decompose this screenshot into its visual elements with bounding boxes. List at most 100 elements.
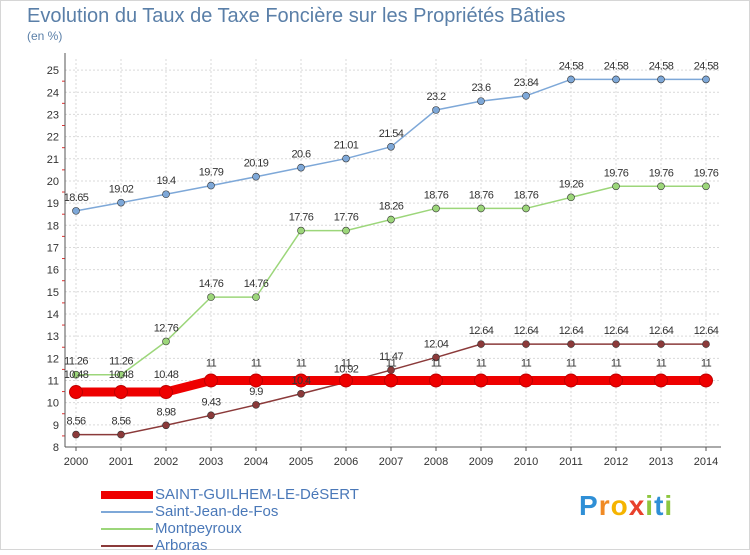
data-label: 21.54 xyxy=(379,128,404,140)
x-tick-label: 2014 xyxy=(694,456,718,468)
x-tick-label: 2013 xyxy=(649,456,673,468)
x-tick-label: 2003 xyxy=(199,456,223,468)
data-point xyxy=(477,97,485,105)
data-label: 20.19 xyxy=(244,158,269,170)
x-tick-label: 2005 xyxy=(289,456,313,468)
data-label: 24.58 xyxy=(694,60,719,72)
data-point xyxy=(252,172,260,181)
data-label: 12.64 xyxy=(559,325,584,337)
data-point xyxy=(522,92,530,100)
data-point xyxy=(612,75,620,84)
data-point xyxy=(72,207,80,215)
data-point xyxy=(342,154,350,163)
y-tick-label: 12 xyxy=(47,353,59,365)
logo-letter: o xyxy=(610,490,629,521)
data-point xyxy=(297,389,305,398)
data-point xyxy=(519,373,533,388)
y-tick-label: 8 xyxy=(53,442,59,454)
data-label: 14.76 xyxy=(199,278,224,290)
data-label: 12.64 xyxy=(604,325,629,337)
data-point xyxy=(702,182,710,191)
y-tick-label: 24 xyxy=(47,87,59,99)
data-point xyxy=(612,182,620,191)
data-point xyxy=(159,385,173,400)
data-point xyxy=(474,373,488,388)
y-tick-label: 13 xyxy=(47,331,59,343)
y-tick-label: 19 xyxy=(47,198,59,210)
data-point xyxy=(432,204,440,213)
data-label: 9.9 xyxy=(249,386,263,398)
data-point xyxy=(609,373,623,388)
x-tick-label: 2011 xyxy=(559,456,583,468)
data-label: 12.76 xyxy=(154,322,179,334)
data-point xyxy=(72,430,80,439)
data-label: 14.76 xyxy=(244,278,269,290)
x-tick-label: 2001 xyxy=(109,456,133,468)
data-label: 18.65 xyxy=(64,192,89,204)
data-label: 12.04 xyxy=(424,338,449,350)
data-label: 19.79 xyxy=(199,167,224,179)
legend-swatch xyxy=(101,511,153,513)
data-point xyxy=(387,142,395,151)
data-label: 11 xyxy=(566,357,577,369)
data-label: 8.56 xyxy=(66,416,85,428)
data-point xyxy=(654,373,668,388)
data-label: 18.26 xyxy=(379,201,404,213)
data-point xyxy=(117,430,125,439)
data-label: 19.76 xyxy=(604,167,629,179)
data-point xyxy=(339,373,353,388)
legend-swatch xyxy=(101,545,153,547)
data-point xyxy=(564,373,578,388)
data-point xyxy=(522,204,530,213)
data-label: 21.01 xyxy=(334,140,359,152)
data-point xyxy=(387,215,395,224)
data-label: 12.64 xyxy=(649,325,674,337)
data-label: 8.98 xyxy=(156,406,175,418)
data-label: 24.58 xyxy=(559,60,584,72)
x-tick-label: 2000 xyxy=(64,456,88,468)
y-tick-label: 25 xyxy=(47,65,59,77)
data-point xyxy=(477,340,485,348)
data-point xyxy=(207,293,215,301)
data-point xyxy=(72,370,80,379)
data-point xyxy=(432,353,440,362)
y-tick-label: 22 xyxy=(47,132,59,144)
data-label: 10.48 xyxy=(154,369,179,381)
data-point xyxy=(297,163,305,172)
data-point xyxy=(702,340,710,348)
y-tick-label: 23 xyxy=(47,109,59,121)
data-point xyxy=(429,373,443,388)
data-point xyxy=(384,373,398,388)
data-label: 10.48 xyxy=(64,369,89,381)
x-tick-label: 2002 xyxy=(154,456,178,468)
data-label: 11 xyxy=(431,357,442,369)
x-tick-label: 2006 xyxy=(334,456,358,468)
data-label: 19.02 xyxy=(109,184,134,196)
x-tick-label: 2009 xyxy=(469,456,493,468)
legend-label: Montpeyroux xyxy=(155,520,242,537)
data-label: 11 xyxy=(386,357,397,369)
y-tick-label: 17 xyxy=(47,242,59,254)
data-label: 11 xyxy=(521,357,532,369)
logo-letter: i xyxy=(664,490,674,521)
data-label: 18.76 xyxy=(424,189,449,201)
y-tick-label: 20 xyxy=(47,176,59,188)
data-label: 19.76 xyxy=(649,167,674,179)
data-label: 10.48 xyxy=(109,369,134,381)
y-tick-label: 15 xyxy=(47,287,59,299)
y-tick-label: 21 xyxy=(47,154,59,166)
data-point xyxy=(114,385,128,400)
data-point xyxy=(612,340,620,348)
data-point xyxy=(567,75,575,84)
data-point xyxy=(567,340,575,348)
data-point xyxy=(567,193,575,202)
y-tick-label: 18 xyxy=(47,220,59,232)
data-label: 17.76 xyxy=(289,212,314,224)
data-label: 10.92 xyxy=(334,363,359,375)
data-label: 17.76 xyxy=(334,212,359,224)
legend-label: SAINT-GUILHEM-LE-DéSERT xyxy=(155,486,359,503)
data-point xyxy=(117,370,125,379)
data-point xyxy=(252,401,260,409)
data-label: 19.26 xyxy=(559,178,584,190)
data-label: 19.76 xyxy=(694,167,719,179)
